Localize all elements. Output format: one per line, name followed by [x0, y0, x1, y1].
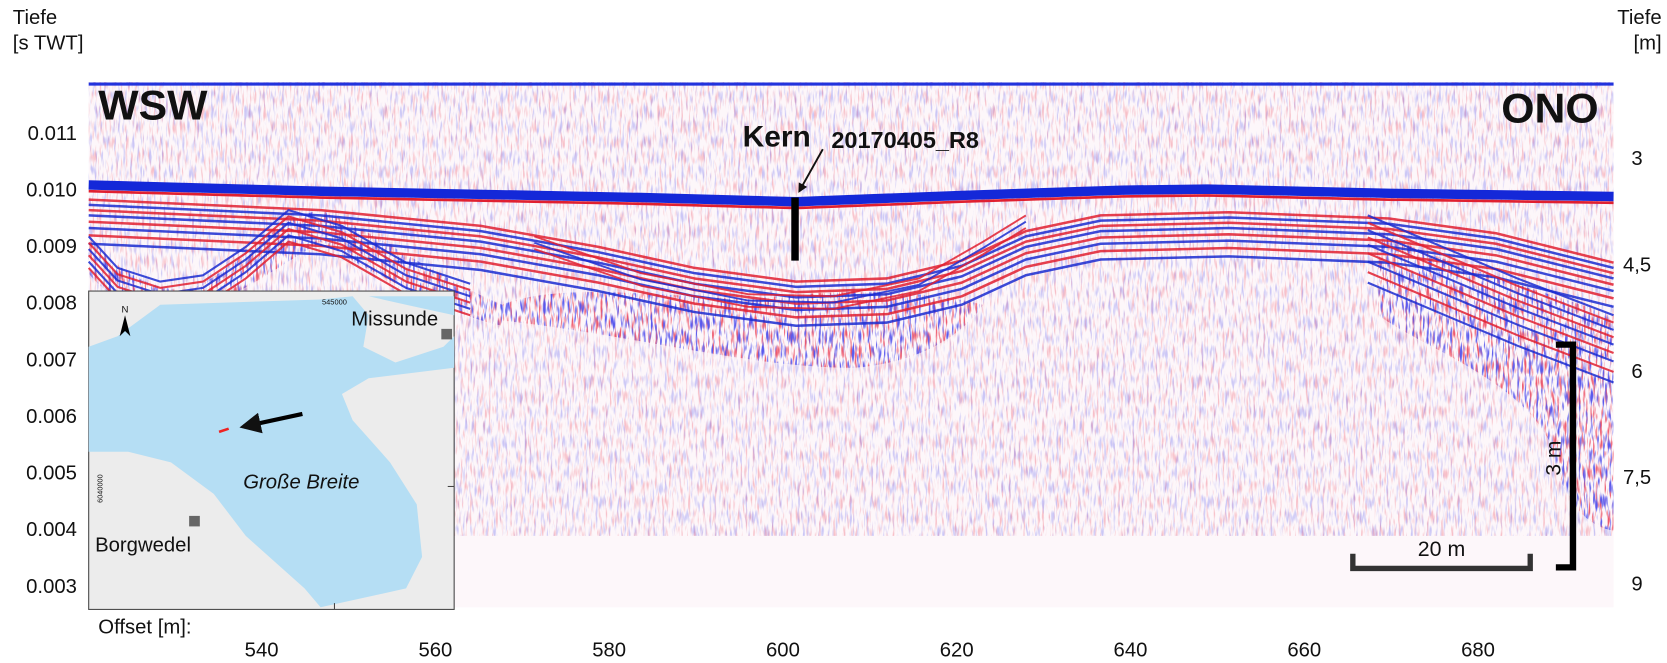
x-tick-label: 560	[418, 640, 452, 662]
y-axis-label: [s TWT]	[13, 33, 84, 55]
horizontal-scale-label: 20 m	[1418, 538, 1466, 561]
x-axis-label: Offset [m]:	[98, 617, 191, 639]
y-tick-label: 0.008	[26, 293, 77, 315]
map-inset: N 545000 6040000 Missunde Borgwedel Groß…	[89, 291, 454, 609]
place-marker	[189, 516, 200, 527]
y-tick-label: 0.007	[26, 349, 77, 371]
core-label: Kern	[743, 121, 811, 154]
y-tick-label: 0.004	[26, 519, 77, 541]
north-label: N	[122, 305, 129, 316]
figure: Kern 20170405_R8 WSW ONO 3 m 20 m N 5450…	[0, 0, 1667, 663]
y2-tick-label: 7,5	[1623, 467, 1651, 489]
y-axis-label: Tiefe	[13, 7, 57, 29]
y2-tick-label: 6	[1631, 361, 1642, 383]
direction-left: WSW	[98, 82, 207, 129]
x-tick-label: 540	[245, 640, 279, 662]
direction-right: ONO	[1501, 85, 1598, 132]
x-tick-label: 620	[940, 640, 974, 662]
vertical-scale-label: 3 m	[1542, 441, 1565, 476]
y-tick-label: 0.011	[28, 123, 77, 145]
place-label: Borgwedel	[95, 535, 191, 557]
x-tick-label: 660	[1287, 640, 1321, 662]
core-id: 20170405_R8	[831, 127, 979, 153]
y-tick-label: 0.006	[26, 406, 77, 428]
page: Kern 20170405_R8 WSW ONO 3 m 20 m N 5450…	[0, 0, 1667, 663]
x-tick-label: 600	[766, 640, 800, 662]
y-tick-label: 0.010	[26, 180, 77, 202]
y2-axis-label: Tiefe	[1617, 7, 1661, 29]
map-northing: 6040000	[95, 474, 104, 503]
map-easting: 545000	[322, 298, 347, 307]
y-tick-label: 0.009	[26, 236, 77, 258]
x-tick-label: 680	[1461, 640, 1495, 662]
lake-label: Große Breite	[243, 472, 359, 494]
x-tick-label: 640	[1114, 640, 1148, 662]
y2-axis-label: [m]	[1633, 33, 1661, 55]
y2-tick-label: 4,5	[1623, 255, 1651, 277]
x-tick-label: 580	[592, 640, 626, 662]
y-tick-label: 0.003	[26, 576, 77, 598]
place-label: Missunde	[351, 309, 438, 331]
y-tick-label: 0.005	[26, 463, 77, 485]
y2-tick-label: 9	[1631, 574, 1642, 596]
y2-tick-label: 3	[1631, 148, 1642, 170]
place-marker	[441, 329, 452, 340]
